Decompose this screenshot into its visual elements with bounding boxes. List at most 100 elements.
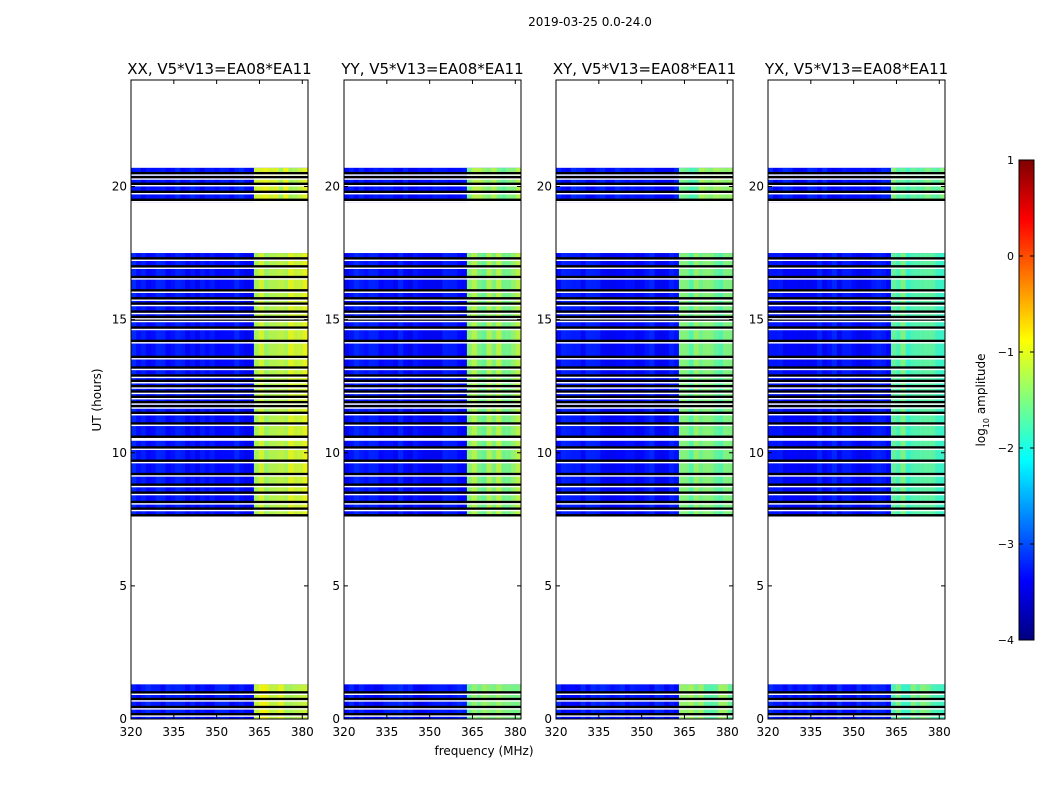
flag-line-light [344, 382, 521, 384]
flag-line-light [344, 503, 521, 505]
flag-line-light [556, 267, 733, 269]
spectrum-column [427, 684, 433, 719]
spectrum-column [649, 684, 655, 719]
flag-line-dark [556, 265, 733, 268]
spectrum-column [940, 253, 946, 517]
flag-line-dark [344, 275, 521, 279]
flag-line-dark [768, 171, 945, 175]
spectrum-column [669, 253, 675, 517]
x-tick-label: 320 [757, 725, 780, 739]
spectrum-column [590, 684, 596, 719]
panels-group: XX, V5*V13=EA08*EA11 320 335 350 365 380 0 5 10 1… [112, 60, 951, 739]
y-tick-label: 5 [119, 579, 127, 593]
spectrum-column [797, 253, 803, 517]
flag-line-light [344, 304, 521, 307]
spectrum-column [368, 684, 374, 719]
spectrum-column [856, 684, 862, 719]
panel-yx: YX, V5*V13=EA08*EA11 320 335 350 365 380 0 5 10 1… [749, 60, 951, 739]
flag-line-dark [344, 257, 521, 260]
flag-line-light [556, 392, 733, 395]
flag-line-light [556, 259, 733, 261]
spectrum-column [496, 253, 502, 517]
flag-line-light [768, 475, 945, 477]
flag-line-dark [556, 514, 733, 517]
spectrum-column [556, 684, 562, 719]
flag-line-light [131, 328, 308, 331]
flag-line-light [131, 485, 308, 488]
panel-title: YX, V5*V13=EA08*EA11 [764, 60, 948, 78]
flag-line-light [344, 320, 521, 323]
flag-line-light [768, 414, 945, 416]
spectrum-column [403, 253, 409, 517]
spectrum-column [194, 684, 201, 719]
spectrum-column [871, 684, 877, 719]
flag-line-dark [131, 265, 308, 268]
spectrum-column [412, 253, 419, 517]
flag-line-light [344, 424, 521, 427]
spectrum-column [905, 684, 911, 719]
spectrum-column [180, 684, 186, 719]
flag-line-light [131, 320, 308, 323]
spectrum-column [683, 684, 690, 719]
flag-line-dark [344, 395, 521, 399]
flag-line-dark [344, 289, 521, 292]
flag-line-light [131, 461, 308, 464]
spectrum-column [190, 253, 196, 517]
flag-line-light [768, 715, 945, 717]
flag-line-dark [556, 366, 733, 369]
flag-line-dark [131, 190, 308, 194]
spectrum-column [920, 684, 926, 719]
spectrum-column [398, 253, 404, 517]
flag-line-dark [768, 326, 945, 329]
spectrum-column [422, 253, 428, 517]
flag-line-light [131, 278, 308, 280]
flag-line-dark [131, 182, 308, 186]
flag-line-light [556, 693, 733, 695]
spectrum-column [728, 684, 734, 719]
flag-line-light [768, 448, 945, 451]
flag-line-dark [131, 459, 308, 462]
spectrum-column [659, 253, 665, 517]
flag-line-light [556, 503, 733, 505]
spectrum-column [348, 253, 355, 517]
spectrum-column [861, 253, 867, 517]
flag-band [131, 438, 308, 441]
spectrum-column [881, 253, 887, 517]
flag-line-dark [556, 379, 733, 383]
flag-line-light [768, 304, 945, 307]
spectrum-column [344, 253, 350, 517]
spectrum-column [831, 684, 838, 719]
flag-line-dark [131, 289, 308, 292]
flag-line-light [131, 174, 308, 176]
spectrum-column [491, 253, 497, 517]
spectrum-column [723, 253, 729, 517]
spectrum-column [516, 253, 522, 517]
x-tick-label: 365 [885, 725, 908, 739]
spectrum-column [194, 253, 201, 517]
flag-line-light [768, 368, 945, 371]
flag-line-dark [556, 691, 733, 694]
flag-line-dark [131, 507, 308, 510]
flag-line-dark [768, 400, 945, 404]
flag-line-light [131, 475, 308, 477]
y-tick-label: 15 [112, 313, 127, 327]
x-tick-label: 380 [928, 725, 951, 739]
flag-line-light [131, 193, 308, 195]
flag-line-light [131, 708, 308, 710]
flag-line-dark [768, 411, 945, 415]
flag-line-dark [344, 483, 521, 486]
flag-line-dark [344, 404, 521, 408]
colorbar-tick-label: −1 [998, 346, 1014, 359]
flag-line-dark [131, 384, 308, 388]
flag-line-dark [768, 500, 945, 504]
spectrum-column [224, 253, 230, 517]
flag-line-light [344, 201, 521, 203]
spectrum-column [239, 684, 245, 719]
spectrum-column [787, 684, 793, 719]
spectrum-column [249, 684, 255, 719]
flag-line-dark [556, 697, 733, 701]
flag-line-dark [344, 339, 521, 343]
spectrum-column [422, 684, 428, 719]
flag-line-dark [556, 171, 733, 175]
spectrum-column [160, 253, 166, 517]
